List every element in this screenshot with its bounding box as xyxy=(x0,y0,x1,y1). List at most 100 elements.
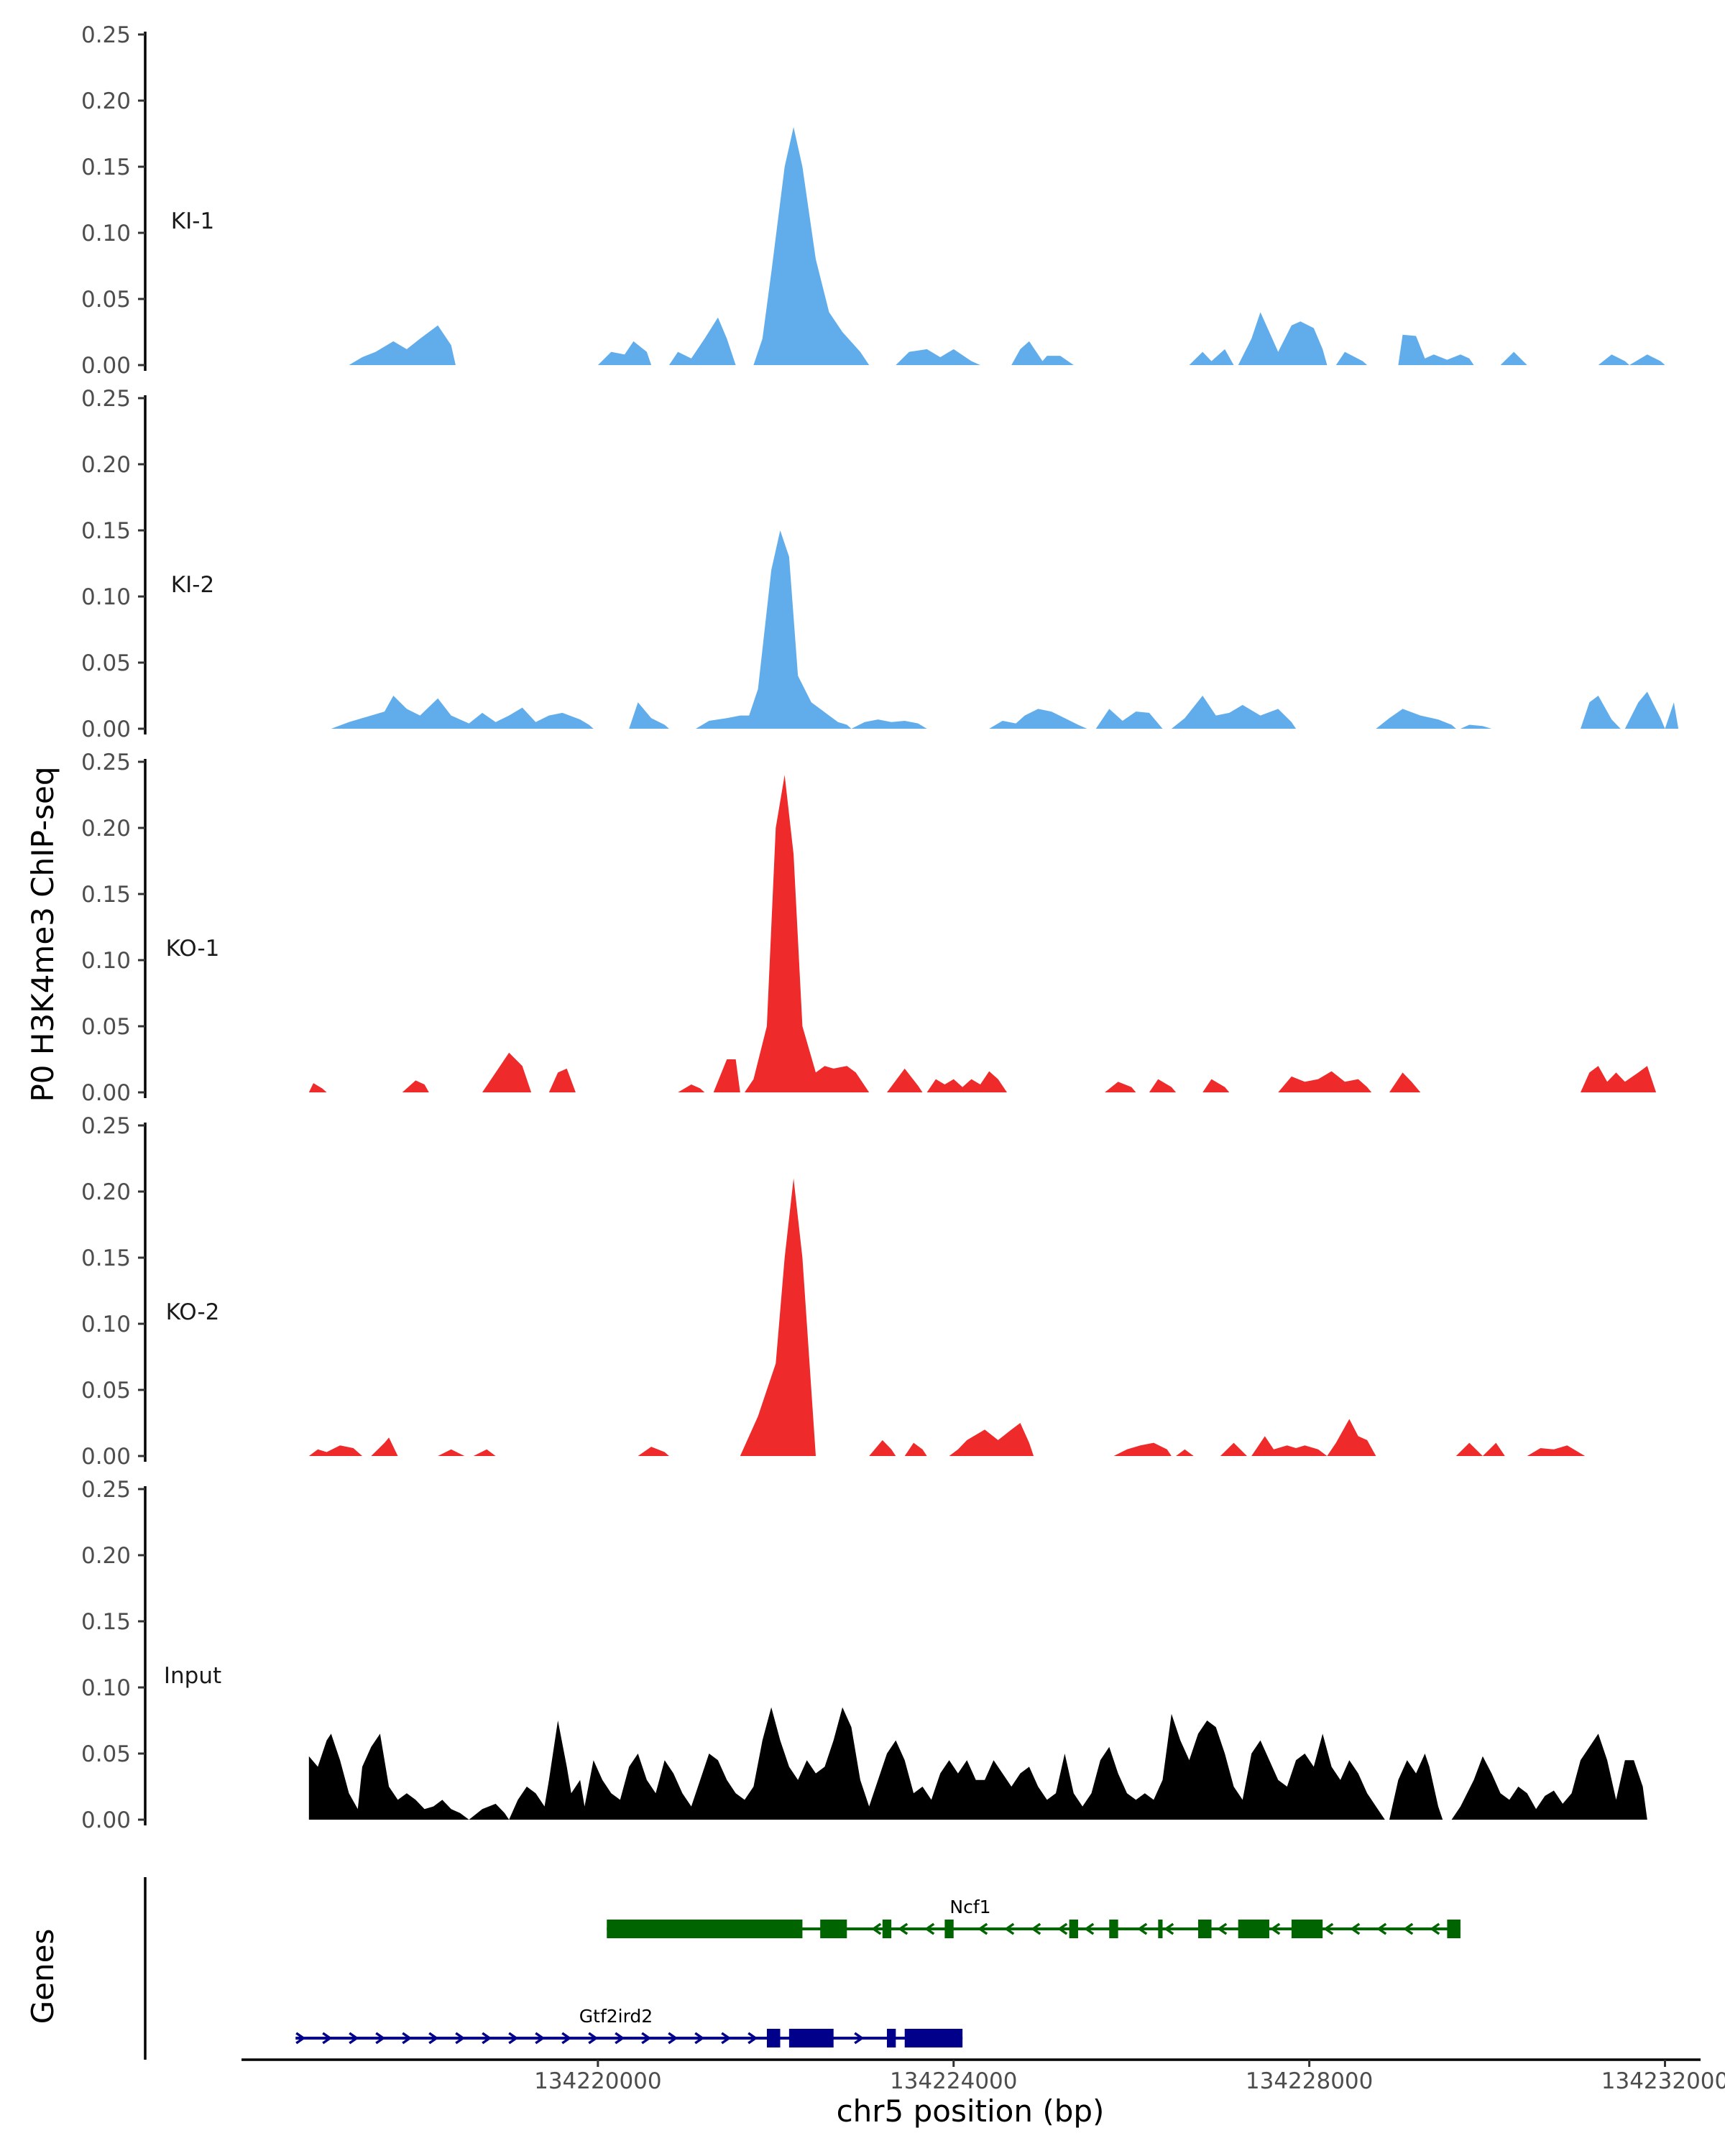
gene-exon xyxy=(1109,1920,1118,1938)
strand-arrow xyxy=(898,1922,908,1935)
strand-arrow xyxy=(1350,1922,1361,1935)
signal-area xyxy=(308,1083,327,1092)
signal-area xyxy=(548,1068,576,1092)
y-tick-label: 0.15 xyxy=(81,1245,131,1271)
y-tick-label: 0.00 xyxy=(81,1444,131,1470)
y-tick-label: 0.15 xyxy=(81,1609,131,1635)
gene-label: Gtf2ird2 xyxy=(579,2006,653,2027)
y-tick-label: 0.10 xyxy=(81,1312,131,1337)
y-tick-label: 0.20 xyxy=(81,452,131,478)
strand-arrow xyxy=(1217,1922,1228,1935)
signal-area xyxy=(1113,1442,1172,1456)
x-tick-label: 134228000 xyxy=(1246,2068,1374,2094)
signal-area xyxy=(740,1178,816,1456)
track-ki-2: 0.00 0.05 0.10 0.15 0.20 0.25 KI-2 xyxy=(81,386,1679,742)
strand-arrow xyxy=(924,1922,935,1935)
strand-arrow xyxy=(322,2032,333,2045)
signal-area xyxy=(1278,1071,1372,1092)
strand-arrow xyxy=(1004,1922,1015,1935)
y-tick-label: 0.25 xyxy=(81,22,131,48)
track-label: KI-1 xyxy=(171,208,214,234)
signal-area xyxy=(1598,354,1629,365)
signal-area xyxy=(597,341,652,365)
signal-area xyxy=(949,1423,1034,1456)
gene-exon xyxy=(882,1920,892,1938)
genes-group: Ncf1 Gtf2ird2 xyxy=(144,1877,1460,2060)
signal-area xyxy=(371,1437,398,1456)
signal-area xyxy=(1389,1754,1443,1820)
signal-area xyxy=(753,126,870,366)
strand-arrow xyxy=(535,2032,546,2045)
y-tick-label: 0.25 xyxy=(81,1113,131,1139)
strand-arrow xyxy=(694,2032,705,2045)
y-tick-label: 0.10 xyxy=(81,948,131,974)
y-tick-label: 0.20 xyxy=(81,1543,131,1569)
signal-area xyxy=(308,1445,362,1456)
gene-exon xyxy=(766,2029,781,2047)
y-tick-label: 0.20 xyxy=(81,88,131,114)
strand-arrow xyxy=(1057,1922,1068,1935)
strand-arrow xyxy=(748,2032,758,2045)
y-tick-label: 0.25 xyxy=(81,750,131,775)
signal-area xyxy=(851,719,927,729)
signal-area xyxy=(1482,1442,1505,1456)
y-tick-label: 0.10 xyxy=(81,584,131,610)
signal-area xyxy=(1011,341,1074,365)
signal-area xyxy=(308,1733,510,1820)
signal-area xyxy=(713,1059,740,1092)
x-axis-title: chr5 position (bp) xyxy=(837,2093,1105,2129)
strand-arrow xyxy=(482,2032,492,2045)
y-tick-label: 0.20 xyxy=(81,816,131,842)
y-tick-label: 0.00 xyxy=(81,1807,131,1833)
signal-area xyxy=(1149,1079,1177,1092)
y-tick-label: 0.15 xyxy=(81,518,131,544)
gene-exon xyxy=(944,1920,954,1938)
strand-arrow xyxy=(1137,1922,1148,1935)
gene-exon xyxy=(886,2029,896,2047)
signal-area xyxy=(1665,702,1679,729)
strand-arrow xyxy=(295,2032,306,2045)
y-tick-label: 0.05 xyxy=(81,1014,131,1040)
signal-area xyxy=(1581,696,1621,729)
signal-area xyxy=(349,325,456,365)
x-tick-label: 134224000 xyxy=(890,2068,1018,2094)
strand-arrow xyxy=(1323,1922,1334,1935)
gene-exon xyxy=(788,2029,834,2047)
x-axis: 134220000 134224000 134228000 134232000 xyxy=(242,2058,1725,2094)
signal-area xyxy=(1460,724,1492,729)
y-tick-label: 0.10 xyxy=(81,221,131,247)
y-tick-label: 0.25 xyxy=(81,386,131,412)
signal-area xyxy=(1251,1436,1328,1456)
gene-exon xyxy=(1069,1920,1078,1938)
signal-area xyxy=(629,702,669,729)
y-tick-label: 0.00 xyxy=(81,1080,131,1106)
gene-exon xyxy=(1238,1920,1269,1938)
gene-exon xyxy=(1197,1920,1212,1938)
signal-area xyxy=(896,349,980,365)
signal-area xyxy=(402,1080,429,1092)
x-tick-label: 134220000 xyxy=(534,2068,662,2094)
strand-arrow xyxy=(641,2032,652,2045)
signal-area xyxy=(1095,709,1163,729)
signal-area xyxy=(904,1442,927,1456)
strand-arrow xyxy=(1430,1922,1440,1935)
strand-arrow xyxy=(1403,1922,1414,1935)
track-label: KI-2 xyxy=(171,572,214,598)
track-label: KO-2 xyxy=(166,1299,220,1325)
y-tick-label: 0.00 xyxy=(81,353,131,379)
strand-arrow xyxy=(561,2032,572,2045)
signal-area xyxy=(1500,351,1527,365)
signal-area xyxy=(1389,1072,1421,1092)
signal-area xyxy=(509,1707,1385,1820)
track-input: 0.00 0.05 0.10 0.15 0.20 0.25 Input xyxy=(81,1477,1647,1833)
gene-exon xyxy=(1291,1920,1323,1938)
gene-label: Ncf1 xyxy=(949,1897,990,1917)
strand-arrow xyxy=(455,2032,466,2045)
genes-panel-title: Genes xyxy=(25,1929,60,2024)
signal-area xyxy=(1629,354,1665,365)
strand-arrow xyxy=(349,2032,359,2045)
y-tick-label: 0.05 xyxy=(81,1741,131,1767)
signal-area xyxy=(1220,1442,1247,1456)
signal-area xyxy=(887,1068,923,1092)
strand-arrow xyxy=(871,1922,882,1935)
